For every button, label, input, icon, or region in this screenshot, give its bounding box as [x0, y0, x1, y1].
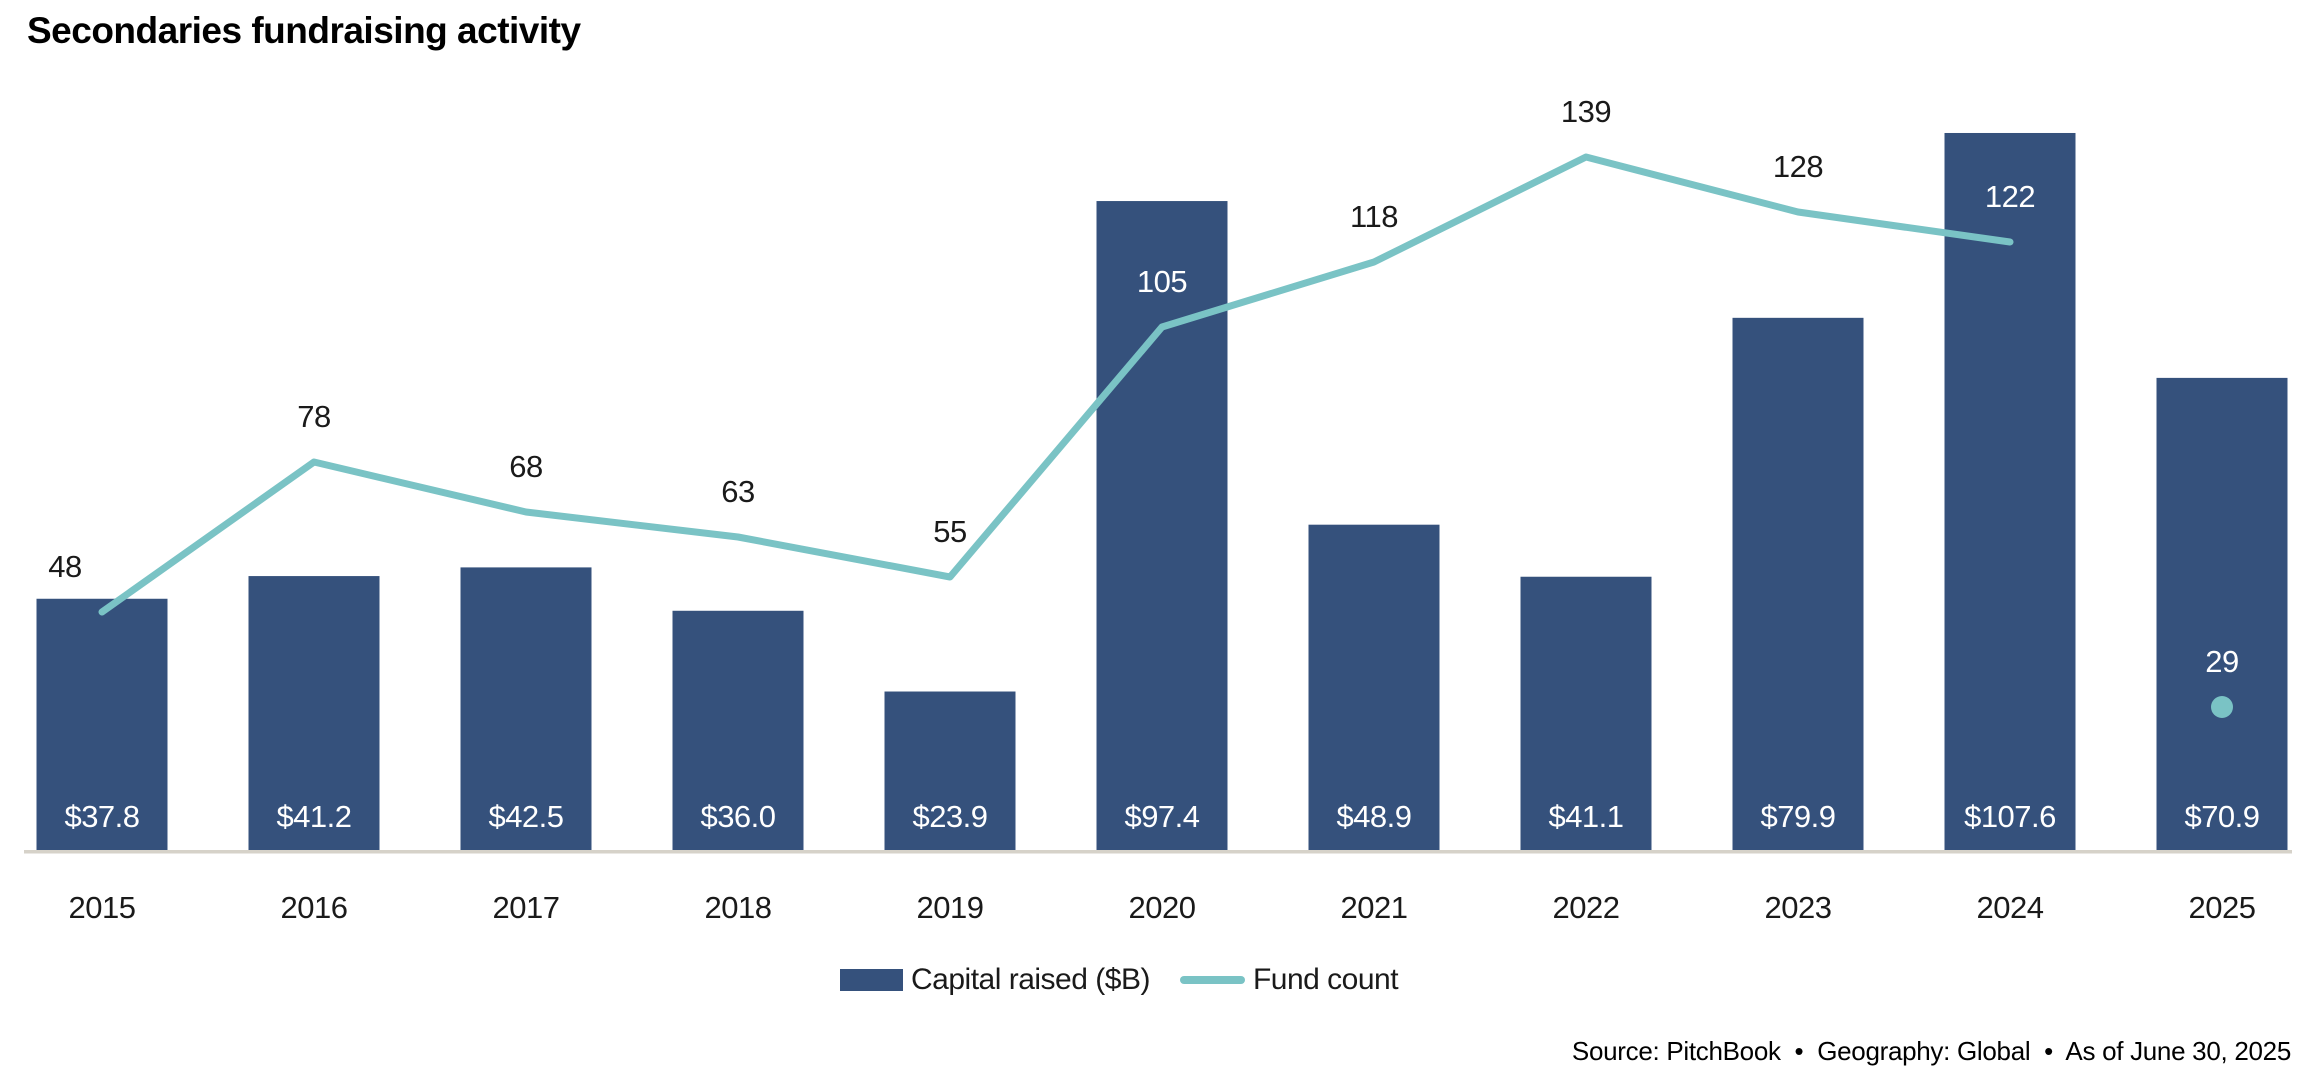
fund-count-label-2022: 139 [1561, 94, 1611, 129]
year-label-2018: 2018 [705, 890, 772, 925]
fund-count-label-2023: 128 [1773, 149, 1823, 184]
fund-count-label-2016: 78 [297, 399, 330, 434]
year-label-2022: 2022 [1553, 890, 1620, 925]
year-label-2024: 2024 [1977, 890, 2044, 925]
bar-2023 [1732, 317, 1864, 852]
year-label-2020: 2020 [1129, 890, 1196, 925]
fund-count-label-2025: 29 [2205, 644, 2238, 679]
fund-count-label-2015: 48 [48, 549, 81, 584]
x-axis-line [24, 850, 2292, 854]
year-label-2015: 2015 [69, 890, 136, 925]
bar-value-label-2024: $107.6 [1964, 799, 2056, 834]
page-title: Secondaries fundraising activity [27, 10, 581, 51]
year-label-2019: 2019 [917, 890, 984, 925]
fund-count-label-2024: 122 [1985, 179, 2035, 214]
chart-legend: Capital raised ($B) Fund count [840, 963, 1399, 997]
bar-value-label-2016: $41.2 [276, 799, 351, 834]
bar-2024 [1944, 132, 2076, 851]
bar-2015 [36, 598, 168, 851]
capital-raised-swatch [840, 969, 903, 991]
capital-raised-legend-label: Capital raised ($B) [911, 963, 1150, 996]
fund-count-label-2018: 63 [721, 474, 754, 509]
bar-value-label-2022: $41.1 [1548, 799, 1623, 834]
fund-count-label-2021: 118 [1350, 199, 1398, 234]
bar-value-label-2025: $70.9 [2184, 799, 2259, 834]
bar-2019 [884, 691, 1016, 851]
fund-count-label-2019: 55 [933, 514, 966, 549]
source-attribution: Source: PitchBook • Geography: Global • … [1571, 1036, 2291, 1066]
year-label-2021: 2021 [1341, 890, 1408, 925]
bar-2022 [1520, 576, 1652, 851]
bar-value-label-2020: $97.4 [1124, 799, 1199, 834]
fund-count-swatch [1179, 976, 1245, 984]
bar-2025 [2156, 377, 2288, 851]
fund-count-label-2017: 68 [509, 449, 542, 484]
bar-value-label-2021: $48.9 [1336, 799, 1411, 834]
year-label-2023: 2023 [1765, 890, 1832, 925]
bar-2018 [672, 610, 804, 851]
bar-value-label-2017: $42.5 [488, 799, 563, 834]
fund-count-label-2020: 105 [1137, 264, 1187, 299]
bar-value-label-2023: $79.9 [1760, 799, 1835, 834]
fund-count-line [98, 153, 2014, 616]
fund-count-legend-label: Fund count [1252, 963, 1399, 996]
combo-chart: 48 78 68 63 55 105 118 139 128 122 29 $37.8 $41.2 $42… [24, 94, 2292, 925]
bar-2016 [248, 576, 380, 851]
bar-value-label-2015: $37.8 [64, 799, 139, 834]
year-label-2025: 2025 [2189, 890, 2256, 925]
bar-2020 [1096, 201, 1228, 851]
bar-value-label-2018: $36.0 [700, 799, 775, 834]
year-label-2016: 2016 [281, 890, 348, 925]
bar-2017 [460, 567, 592, 851]
bar-value-label-2019: $23.9 [912, 799, 987, 834]
fund-count-dot-2025 [2211, 696, 2233, 718]
bar-2021 [1308, 524, 1440, 851]
year-label-2017: 2017 [493, 890, 560, 925]
